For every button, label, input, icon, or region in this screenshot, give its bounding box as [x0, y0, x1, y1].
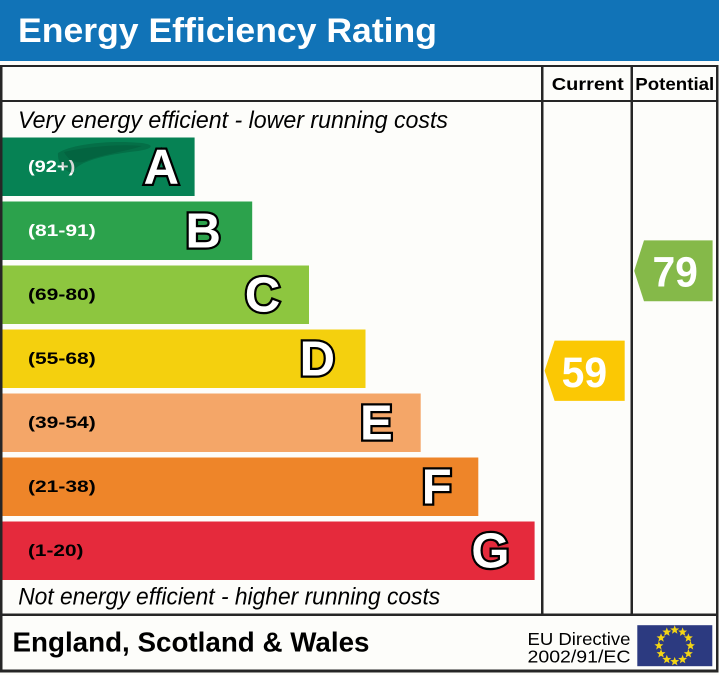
svg-text:(69-80): (69-80) [28, 285, 96, 304]
svg-text:Not energy efficient - higher: Not energy efficient - higher running co… [18, 583, 440, 610]
svg-text:Current: Current [552, 74, 624, 94]
svg-text:A: A [144, 140, 179, 194]
svg-text:EU Directive: EU Directive [528, 629, 631, 649]
svg-text:G: G [471, 525, 509, 579]
svg-text:(39-54): (39-54) [28, 413, 96, 432]
svg-text:Energy Efficiency Rating: Energy Efficiency Rating [18, 12, 437, 50]
svg-text:Very energy efficient - lower: Very energy efficient - lower running co… [18, 107, 448, 134]
svg-text:(81-91): (81-91) [28, 221, 96, 240]
svg-text:E: E [360, 396, 393, 450]
svg-text:2002/91/EC: 2002/91/EC [528, 646, 631, 666]
svg-text:F: F [422, 460, 452, 514]
svg-text:D: D [300, 332, 335, 386]
svg-text:(55-68): (55-68) [28, 349, 96, 368]
svg-text:59: 59 [562, 349, 608, 397]
svg-text:Potential: Potential [635, 74, 714, 94]
svg-text:England, Scotland & Wales: England, Scotland & Wales [13, 627, 370, 658]
svg-text:79: 79 [652, 248, 698, 296]
svg-text:B: B [186, 204, 221, 258]
svg-text:(92+): (92+) [28, 157, 75, 176]
svg-text:(1-20): (1-20) [28, 541, 84, 560]
svg-text:(21-38): (21-38) [28, 477, 96, 496]
svg-text:C: C [245, 268, 280, 322]
